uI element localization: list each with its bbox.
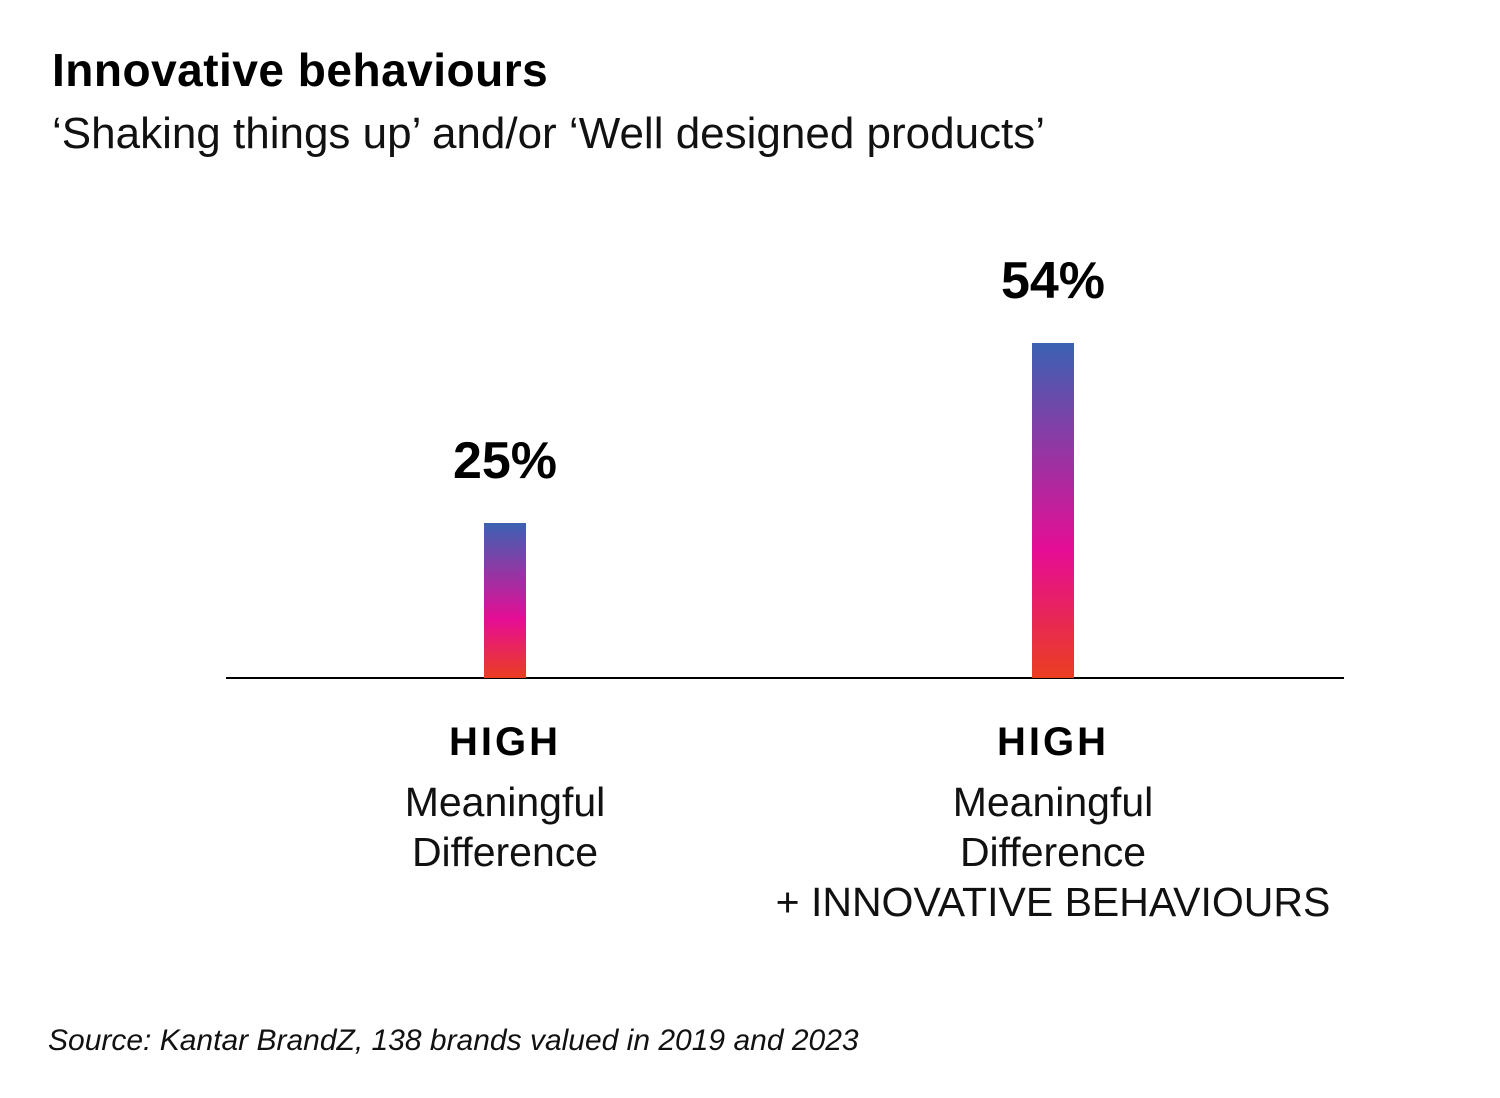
category-line: Meaningful — [952, 779, 1154, 825]
category-line: Difference — [959, 829, 1147, 875]
x-category-label-2: HIGH Meaningful Difference + INNOVATIVE … — [733, 720, 1373, 927]
category-emphasis-label: HIGH — [449, 720, 561, 764]
bar-value-label: 25% — [452, 432, 558, 490]
chart-header: Innovative behaviours ‘Shaking things up… — [52, 44, 1452, 159]
bar-group-high-md-innovative-behaviours: 54% — [943, 251, 1163, 678]
category-line: Difference — [411, 829, 599, 875]
category-line: Meaningful — [404, 779, 606, 825]
bar-high-meaningful-difference — [484, 523, 526, 678]
bar-high-md-innovative-behaviours — [1032, 343, 1074, 678]
x-category-label-1: HIGH Meaningful Difference — [185, 720, 825, 877]
bar-group-high-meaningful-difference: 25% — [395, 431, 615, 678]
category-description: Meaningful Difference — [185, 777, 825, 877]
chart-title: Innovative behaviours — [52, 44, 549, 96]
source-attribution: Source: Kantar BrandZ, 138 brands valued… — [48, 1024, 859, 1057]
bar-value-label: 54% — [1000, 252, 1106, 310]
x-axis-baseline — [226, 677, 1344, 679]
category-description: Meaningful Difference + INNOVATIVE BEHAV… — [733, 777, 1373, 927]
category-emphasis-label: HIGH — [997, 720, 1109, 764]
chart-subtitle: ‘Shaking things up’ and/or ‘Well designe… — [52, 108, 1046, 158]
category-line: + INNOVATIVE BEHAVIOURS — [775, 879, 1331, 925]
